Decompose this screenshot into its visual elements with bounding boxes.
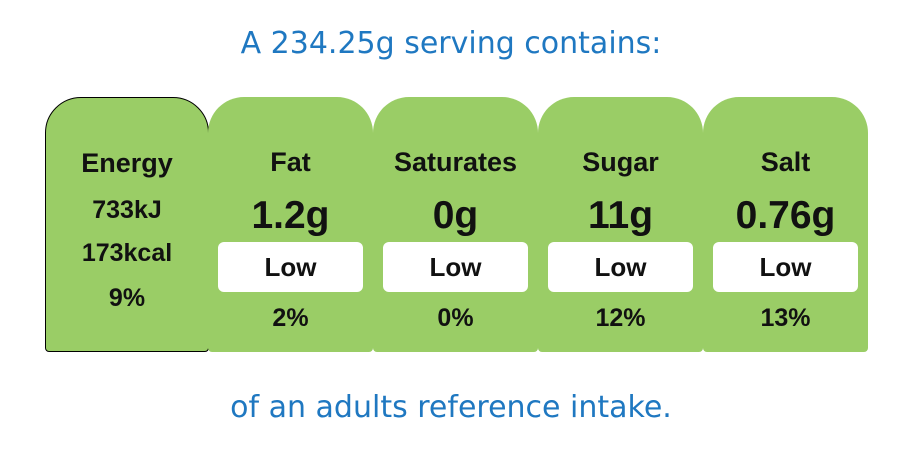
nutrient-percent: 2% (272, 304, 309, 332)
nutrient-label: Salt (760, 147, 811, 177)
nutrient-level: Low (429, 252, 482, 282)
footer: of an adults reference intake. (230, 390, 672, 425)
level-box: Low (218, 242, 363, 292)
nutrient-percent: 0% (437, 304, 474, 332)
level-box: Low (713, 242, 858, 292)
nutrient-level: Low (759, 252, 812, 282)
nutrient-amount: 11g (587, 194, 654, 237)
nutrient-panel: Salt 0.76g Low 13% (703, 97, 868, 352)
energy-kcal: 173kcal (81, 239, 173, 267)
nutrient-percent: 13% (760, 304, 811, 332)
energy-panel: Energy 733kJ 173kcal 9% (45, 97, 209, 352)
nutrient-panel: Saturates 0g Low 0% (373, 97, 538, 352)
nutrient-amount: 0.76g (735, 194, 836, 237)
nutrient-level: Low (264, 252, 317, 282)
nutrient-level: Low (594, 252, 647, 282)
nutrient-amount: 0g (432, 194, 479, 237)
nutrient-label: Fat (270, 147, 311, 177)
title: A 234.25g serving contains: (240, 26, 662, 61)
nutrient-label: Saturates (393, 147, 518, 177)
nutrient-amount: 1.2g (251, 194, 330, 237)
energy-percent: 9% (108, 284, 146, 312)
nutrient-panel: Fat 1.2g Low 2% (208, 97, 373, 352)
nutrient-panel: Sugar 11g Low 12% (538, 97, 703, 352)
level-box: Low (383, 242, 528, 292)
energy-kj: 733kJ (92, 196, 162, 224)
nutrient-percent: 12% (595, 304, 646, 332)
level-box: Low (548, 242, 693, 292)
nutrient-label: Sugar (582, 147, 659, 177)
energy-label: Energy (81, 148, 173, 178)
